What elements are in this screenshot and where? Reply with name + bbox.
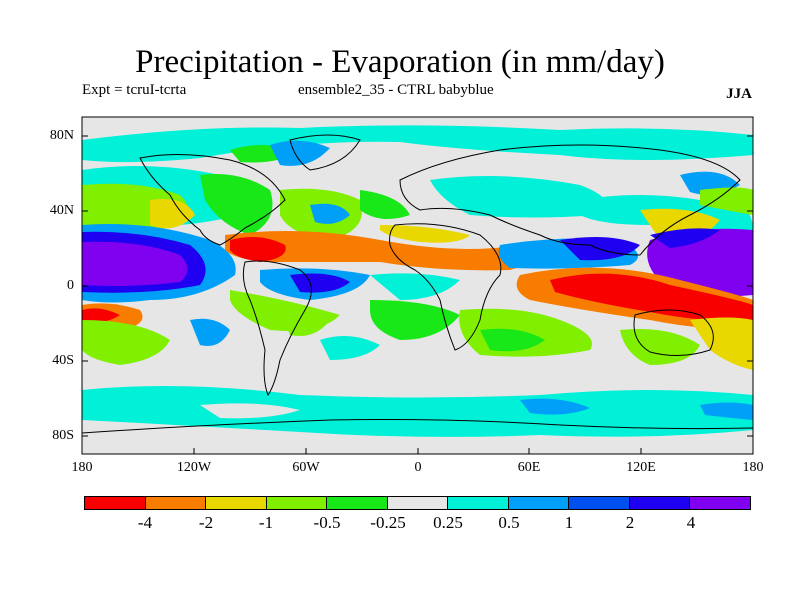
legend-label: -4 <box>137 513 153 532</box>
experiment-label: Expt = tcruI-tcrta <box>82 82 187 98</box>
axis-ticks <box>81 135 754 454</box>
legend-color-box <box>145 497 207 509</box>
coastline-eurasia <box>399 144 741 256</box>
contour-region <box>520 398 590 415</box>
contour-region <box>230 236 286 262</box>
contour-region <box>380 225 470 243</box>
contour-region <box>280 308 330 336</box>
ensemble-label: ensemble2_35 - CTRL babyblue <box>298 82 494 98</box>
contour-region <box>82 125 753 163</box>
contour-region <box>360 190 410 219</box>
contour-region <box>82 320 170 365</box>
coastline-antarctica <box>82 419 753 434</box>
legend-color-box <box>629 497 691 509</box>
color-legend <box>84 496 751 510</box>
legend-label: -2 <box>198 513 214 532</box>
contour-region <box>150 199 195 229</box>
lon-tick-label: 60W <box>292 460 320 475</box>
legend-color-box <box>690 497 751 509</box>
legend-label: 2 <box>625 513 635 532</box>
contour-region <box>310 203 350 224</box>
contour-region <box>82 241 188 286</box>
contour-region <box>480 328 545 352</box>
contour-region <box>190 318 230 346</box>
coastline-north-america <box>139 153 286 246</box>
legend-label: -0.5 <box>313 513 341 532</box>
lon-tick-label: 180 <box>742 460 764 475</box>
legend-color-box <box>327 497 388 509</box>
lon-tick-label: 120E <box>626 460 656 475</box>
legend-color-box <box>266 497 328 509</box>
legend-label: -0.25 <box>370 513 406 532</box>
contour-region <box>82 308 120 323</box>
lon-tick-label: 120W <box>176 460 212 475</box>
legend-color-box <box>448 497 509 509</box>
contour-region <box>690 317 753 370</box>
chart-title: Precipitation - Evaporation (in mm/day) <box>135 44 665 80</box>
legend-color-box <box>569 497 630 509</box>
contour-region <box>370 300 460 340</box>
coastline-africa <box>389 223 502 351</box>
legend-color-box <box>508 497 570 509</box>
lon-tick-label: 180 <box>71 460 93 475</box>
contour-fields <box>82 125 753 437</box>
lat-tick-label: 80N <box>49 128 74 143</box>
contour-region <box>700 187 753 215</box>
contour-region <box>700 402 753 420</box>
season-label: JJA <box>726 86 752 102</box>
contour-region <box>430 176 607 218</box>
legend-label: 4 <box>686 513 696 532</box>
contour-region <box>650 228 720 248</box>
contour-region <box>225 231 531 271</box>
contour-region <box>82 386 753 437</box>
lon-tick-label: 0 <box>414 460 422 475</box>
contour-region <box>550 273 753 322</box>
legend-label: 0.25 <box>433 513 463 532</box>
lat-tick-label: 0 <box>67 278 74 293</box>
lat-tick-label: 40S <box>52 353 74 368</box>
lat-tick-label: 80S <box>52 428 74 443</box>
legend-label: -1 <box>258 513 274 532</box>
contour-region <box>270 140 330 166</box>
coastlines <box>82 134 753 434</box>
contour-region <box>290 273 350 293</box>
lon-tick-label: 60E <box>517 460 541 475</box>
legend-label: 1 <box>564 513 574 532</box>
contour-region <box>370 273 460 300</box>
coastline-south-america <box>242 260 312 397</box>
contour-region <box>200 403 300 419</box>
coastline-australia <box>633 309 714 356</box>
coastline-greenland <box>289 134 361 171</box>
contour-region <box>320 336 380 360</box>
legend-color-box <box>85 497 146 509</box>
contour-region <box>560 236 640 261</box>
legend-color-box <box>387 497 449 509</box>
legend-label: 0.5 <box>498 513 520 532</box>
contour-region <box>200 174 273 235</box>
legend-color-box <box>206 497 267 509</box>
lat-tick-label: 40N <box>49 203 74 218</box>
